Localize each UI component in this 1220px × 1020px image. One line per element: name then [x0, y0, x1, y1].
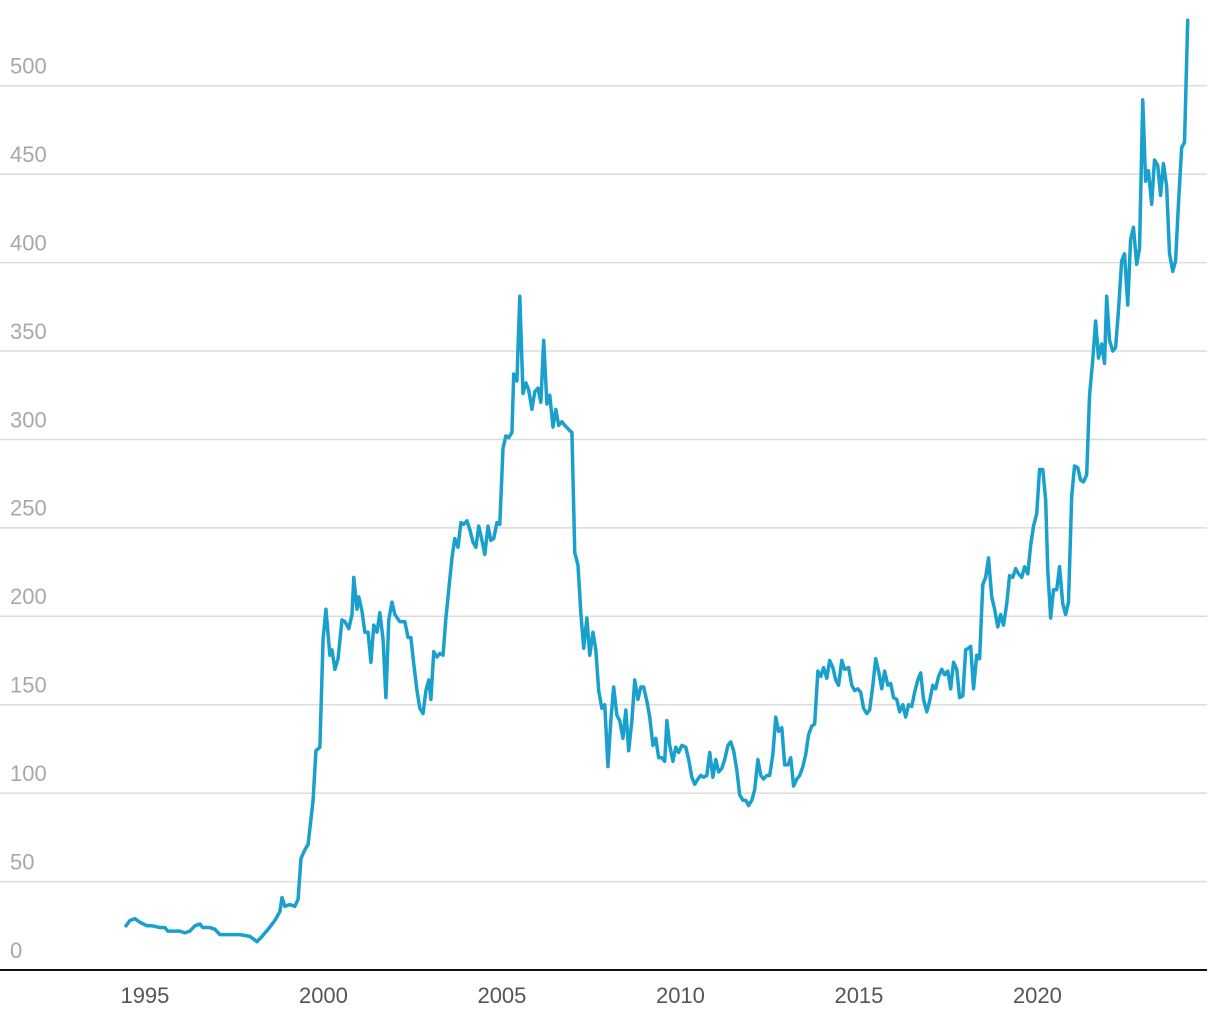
x-tick-label: 2015: [834, 983, 883, 1008]
y-tick-label: 250: [10, 496, 47, 521]
y-tick-label: 100: [10, 761, 47, 786]
y-tick-label: 0: [10, 938, 22, 963]
y-tick-label: 400: [10, 230, 47, 255]
price-line: [124, 18, 1190, 944]
y-tick-label: 200: [10, 584, 47, 609]
x-tick-label: 2010: [656, 983, 705, 1008]
y-tick-label: 450: [10, 142, 47, 167]
y-tick-label: 300: [10, 407, 47, 432]
y-tick-label: 50: [10, 849, 34, 874]
x-tick-label: 2005: [477, 983, 526, 1008]
y-tick-label: 500: [10, 54, 47, 79]
y-tick-label: 150: [10, 673, 47, 698]
y-tick-label: 350: [10, 319, 47, 344]
x-tick-label: 2000: [299, 983, 348, 1008]
x-tick-label: 2020: [1013, 983, 1062, 1008]
x-tick-label: 1995: [120, 983, 169, 1008]
